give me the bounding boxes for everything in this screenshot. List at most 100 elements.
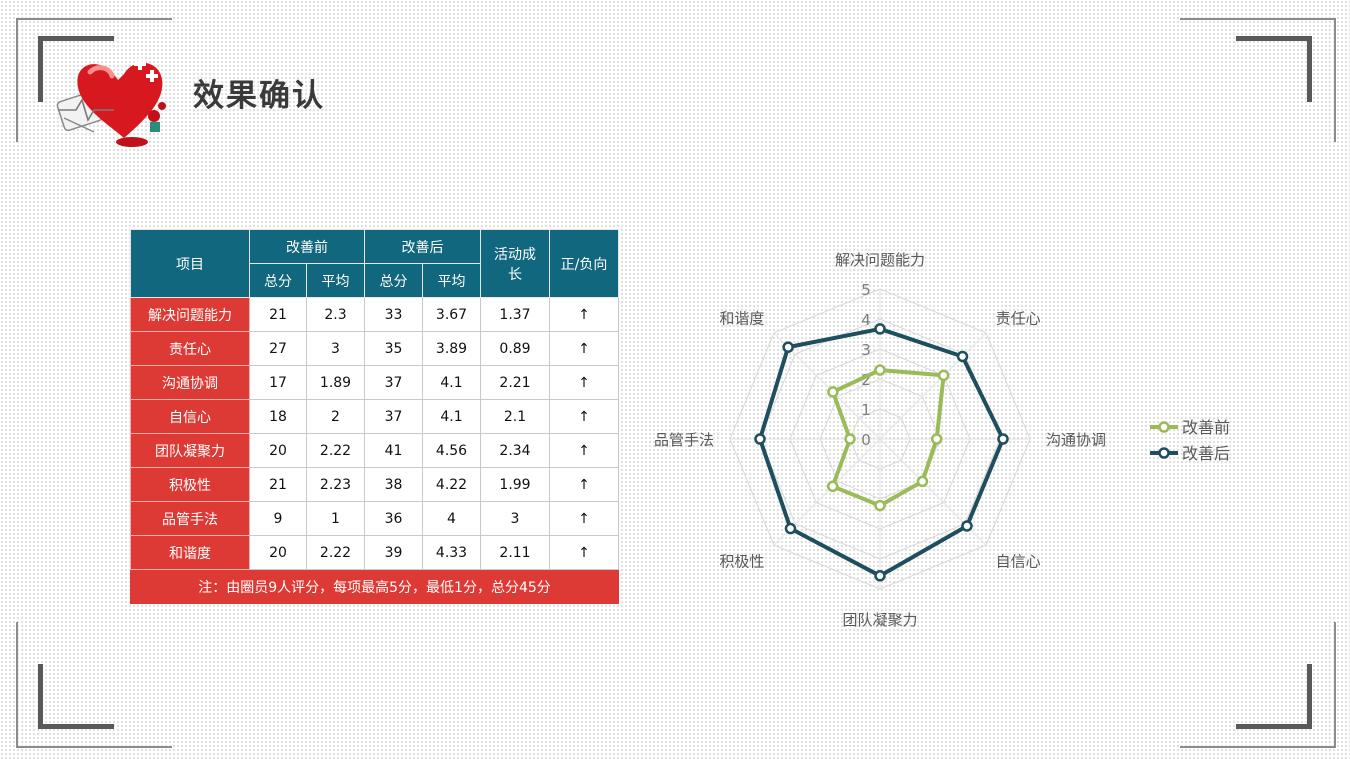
cell-growth: 1.99 — [480, 467, 550, 502]
radar-data-point — [784, 522, 797, 535]
cell-direction: ↑ — [549, 467, 619, 502]
cell-after-avg: 4.33 — [422, 535, 481, 570]
row-label: 自信心 — [130, 399, 250, 434]
radar-data-point — [754, 433, 766, 445]
cell-growth: 2.34 — [480, 433, 550, 468]
radar-data-point — [874, 570, 886, 582]
cell-after-total: 33 — [364, 297, 423, 332]
radar-data-point — [826, 480, 839, 493]
radar-data-point — [961, 520, 973, 532]
cell-before-avg: 2.3 — [306, 297, 365, 332]
cell-growth: 0.89 — [480, 331, 550, 366]
table-row: 团队凝聚力 20 2.22 41 4.56 2.34 ↑ — [130, 433, 619, 468]
row-label: 积极性 — [130, 467, 250, 502]
cell-direction: ↑ — [549, 331, 619, 366]
row-label: 沟通协调 — [130, 365, 250, 400]
row-label: 责任心 — [130, 331, 250, 366]
cell-after-total: 37 — [364, 399, 423, 434]
radar-tick-label: 2 — [861, 371, 871, 389]
cell-direction: ↑ — [549, 399, 619, 434]
radar-category-label: 积极性 — [719, 553, 764, 571]
cell-after-avg: 4.1 — [422, 399, 481, 434]
cell-before-total: 21 — [249, 297, 307, 332]
cell-growth: 2.21 — [480, 365, 550, 400]
table-row: 责任心 27 3 35 3.89 0.89 ↑ — [130, 331, 619, 366]
cell-after-total: 38 — [364, 467, 423, 502]
table-note: 注：由圈员9人评分，每项最高5分，最低1分，总分45分 — [130, 569, 619, 604]
table-row: 解决问题能力 21 2.3 33 3.67 1.37 ↑ — [130, 297, 619, 332]
radar-tick-label: 5 — [861, 281, 871, 299]
header-before-total: 总分 — [249, 263, 307, 298]
cell-before-total: 17 — [249, 365, 307, 400]
radar-spoke — [879, 332, 987, 440]
radar-category-label: 解决问题能力 — [835, 251, 925, 269]
radar-data-point — [782, 341, 794, 353]
cell-before-avg: 2 — [306, 399, 365, 434]
table-row: 积极性 21 2.23 38 4.22 1.99 ↑ — [130, 467, 619, 502]
cell-before-avg: 1 — [306, 501, 365, 536]
header-after: 改善后 — [364, 229, 481, 264]
legend-label: 改善后 — [1182, 444, 1230, 463]
header-before: 改善前 — [249, 229, 365, 264]
cell-before-avg: 3 — [306, 331, 365, 366]
heart-medical-logo-icon — [56, 58, 166, 147]
row-label: 团队凝聚力 — [130, 433, 250, 468]
cell-direction: ↑ — [549, 501, 619, 536]
cell-after-avg: 3.67 — [422, 297, 481, 332]
cell-growth: 1.37 — [480, 297, 550, 332]
cell-before-avg: 2.22 — [306, 433, 365, 468]
cell-after-avg: 4 — [422, 501, 481, 536]
cell-after-total: 35 — [364, 331, 423, 366]
radar-category-label: 品管手法 — [654, 431, 714, 449]
header-direction: 正/负向 — [549, 229, 619, 298]
legend-marker — [1158, 421, 1170, 433]
cell-after-avg: 3.89 — [422, 331, 481, 366]
header-after-avg: 平均 — [422, 263, 481, 298]
radar-category-label: 和谐度 — [719, 309, 764, 327]
radar-data-point — [827, 386, 839, 398]
cell-direction: ↑ — [549, 535, 619, 570]
cell-after-total: 36 — [364, 501, 423, 536]
page-title: 效果确认 — [193, 78, 325, 114]
evaluation-table: 项目 改善前 改善后 活动成长 正/负向 总分 平均 总分 平均 解决问题能力 … — [130, 229, 619, 604]
header-before-avg: 平均 — [306, 263, 365, 298]
table-row: 品管手法 9 1 36 4 3 ↑ — [130, 501, 619, 536]
cell-after-avg: 4.22 — [422, 467, 481, 502]
legend-marker — [1158, 447, 1170, 459]
cell-after-total: 39 — [364, 535, 423, 570]
radar-data-point — [997, 433, 1009, 445]
radar-data-point — [930, 433, 943, 445]
radar-category-label: 沟通协调 — [1046, 431, 1106, 449]
radar-data-point — [874, 364, 886, 376]
cell-growth: 2.1 — [480, 399, 550, 434]
radar-tick-label: 1 — [861, 401, 871, 419]
row-label: 品管手法 — [130, 501, 250, 536]
table-row: 自信心 18 2 37 4.1 2.1 ↑ — [130, 399, 619, 434]
radar-category-label: 自信心 — [996, 553, 1041, 571]
table-row: 和谐度 20 2.22 39 4.33 2.11 ↑ — [130, 535, 619, 570]
cell-before-total: 20 — [249, 433, 307, 468]
radar-tick-label: 4 — [861, 311, 871, 329]
cell-before-avg: 2.22 — [306, 535, 365, 570]
radar-data-point — [874, 323, 886, 335]
cell-before-total: 9 — [249, 501, 307, 536]
legend-label: 改善前 — [1182, 418, 1230, 437]
cell-after-avg: 4.1 — [422, 365, 481, 400]
row-label: 解决问题能力 — [130, 297, 250, 332]
cell-direction: ↑ — [549, 365, 619, 400]
table-row: 沟通协调 17 1.89 37 4.1 2.21 ↑ — [130, 365, 619, 400]
cell-after-total: 37 — [364, 365, 423, 400]
cell-after-total: 41 — [364, 433, 423, 468]
cell-before-avg: 1.89 — [306, 365, 365, 400]
radar-data-point — [874, 499, 886, 512]
radar-tick-label: 3 — [861, 341, 871, 359]
cell-growth: 2.11 — [480, 535, 550, 570]
header-item: 项目 — [130, 229, 250, 298]
cell-before-total: 21 — [249, 467, 307, 502]
cell-before-avg: 2.23 — [306, 467, 365, 502]
cell-before-total: 18 — [249, 399, 307, 434]
cell-growth: 3 — [480, 501, 550, 536]
radar-data-point — [916, 475, 929, 488]
radar-tick-label: 0 — [861, 431, 871, 449]
